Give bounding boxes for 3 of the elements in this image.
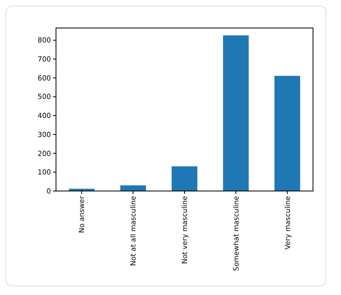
bar [274, 76, 300, 191]
bar [172, 166, 198, 191]
bar [223, 35, 249, 191]
